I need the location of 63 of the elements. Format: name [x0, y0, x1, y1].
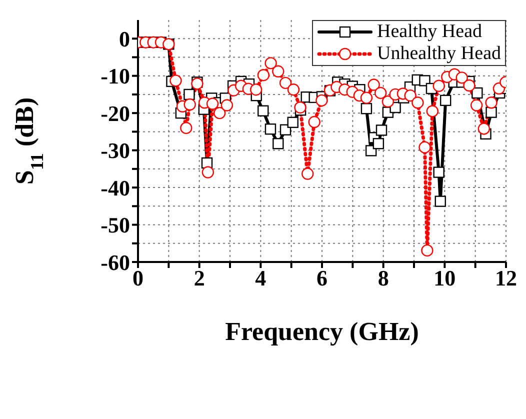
y-tick-label: -50: [100, 212, 130, 238]
point: [272, 138, 284, 150]
point: [220, 99, 234, 112]
x-tick-label: 6: [316, 266, 328, 291]
point: [485, 96, 498, 109]
point: [478, 122, 490, 135]
point: [301, 168, 314, 180]
point: [272, 65, 284, 78]
point: [434, 196, 446, 207]
point: [433, 166, 444, 178]
point: [258, 105, 269, 116]
point: [456, 72, 468, 84]
legend-label: Healthy Head: [377, 21, 482, 43]
x-tick-label: 2: [194, 266, 205, 291]
point: [294, 101, 306, 114]
point: [264, 123, 276, 135]
y-tick-label: -10: [100, 64, 130, 89]
point: [170, 74, 182, 87]
point: [376, 124, 388, 136]
legend-label: Unhealthy Head: [377, 43, 501, 65]
point: [360, 92, 373, 104]
point: [279, 76, 292, 90]
y-tick-label: 0: [119, 26, 130, 52]
point: [470, 99, 483, 112]
x-tick-label: 12: [495, 266, 517, 291]
point: [287, 116, 298, 128]
point: [472, 87, 483, 99]
y-tick-label: -20: [100, 100, 130, 126]
point: [374, 86, 387, 100]
point: [180, 122, 192, 134]
point: [287, 84, 300, 96]
point: [280, 124, 292, 136]
point: [419, 75, 430, 86]
x-tick-label: 4: [255, 266, 266, 291]
point: [316, 94, 328, 107]
point: [360, 103, 372, 114]
y-tick-label: -60: [100, 250, 130, 275]
point: [308, 116, 320, 128]
y-tick-label: -40: [100, 175, 130, 200]
point: [257, 69, 270, 82]
point: [463, 79, 476, 92]
point: [213, 106, 226, 120]
point: [486, 106, 497, 118]
x-axis-title: Frequency (GHz): [225, 317, 419, 346]
point: [421, 244, 434, 257]
point: [426, 105, 438, 118]
point: [206, 98, 219, 110]
point: [250, 84, 262, 96]
point: [412, 96, 424, 109]
point: [440, 94, 452, 106]
point: [404, 89, 416, 102]
point: [184, 98, 196, 111]
point: [264, 57, 277, 70]
x-tick-label: 10: [434, 266, 456, 291]
point: [372, 138, 384, 150]
point: [202, 166, 214, 178]
x-tick-label: 8: [378, 266, 389, 291]
point: [382, 95, 394, 108]
point: [368, 78, 380, 91]
point: [418, 141, 431, 154]
y-tick-label: -30: [100, 138, 130, 164]
point: [184, 88, 195, 100]
point: [432, 80, 445, 92]
